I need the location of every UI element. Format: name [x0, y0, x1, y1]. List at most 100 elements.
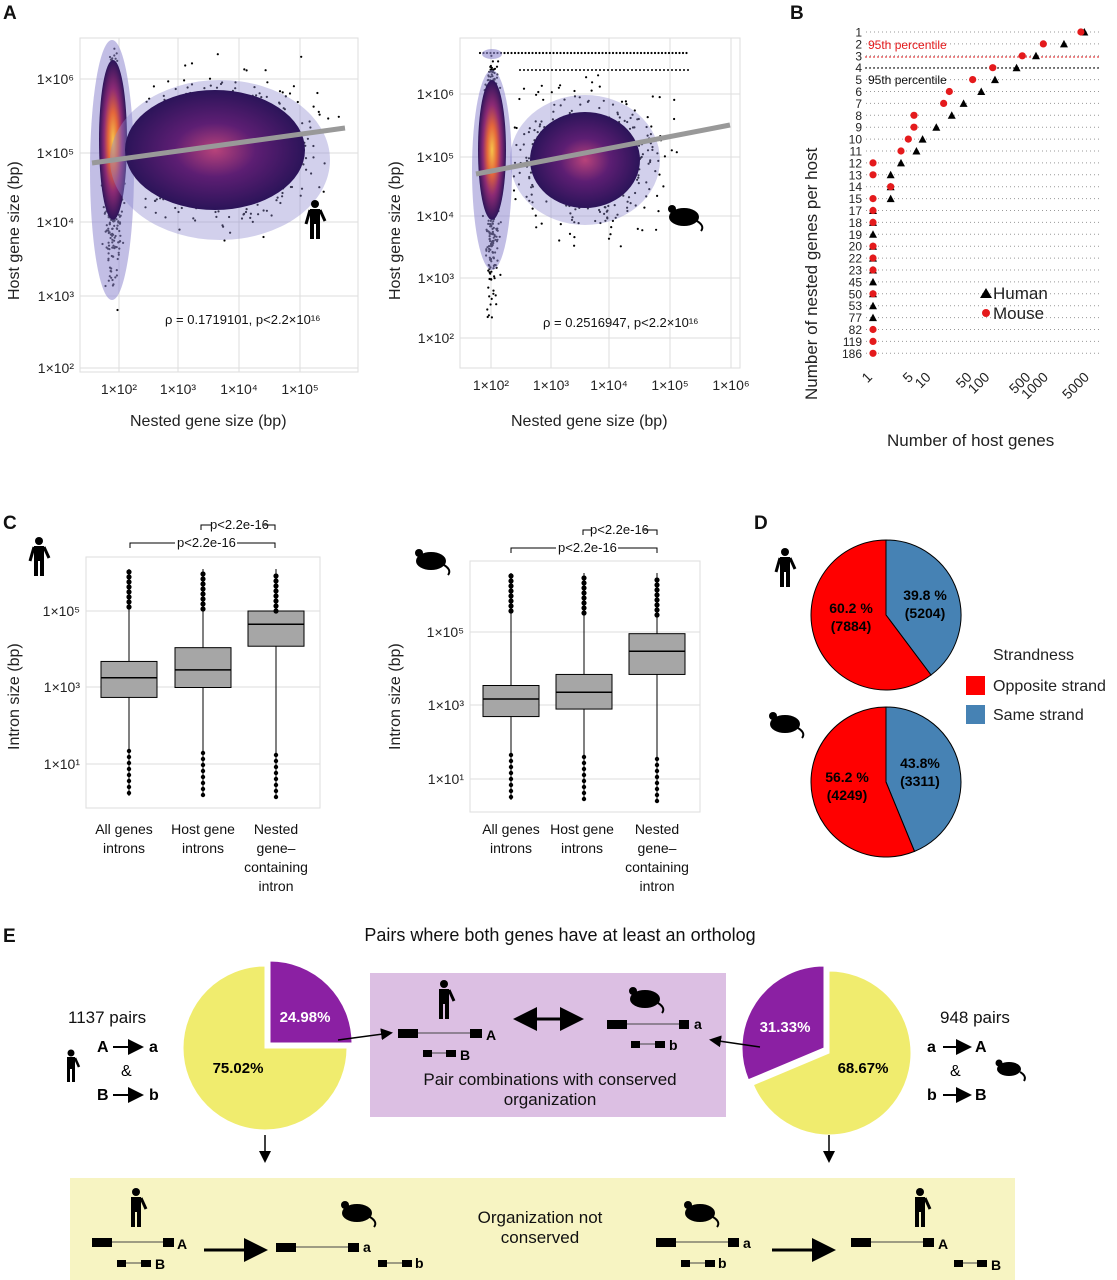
data-point — [152, 85, 155, 88]
mouse-icon — [684, 1201, 720, 1228]
mouse-icon — [995, 1059, 1026, 1082]
gene-label-a: a — [363, 1239, 371, 1255]
gene-label-A: A — [177, 1236, 187, 1252]
data-point — [215, 86, 219, 89]
data-point — [306, 137, 309, 140]
data-point — [242, 213, 245, 216]
gene-label-B: B — [991, 1257, 1001, 1273]
data-point — [266, 81, 269, 84]
panel-label-e: E — [3, 926, 16, 947]
data-point — [116, 308, 119, 312]
data-point — [216, 53, 219, 56]
data-point — [209, 84, 212, 87]
data-point — [308, 120, 311, 123]
data-point — [322, 190, 325, 193]
data-point — [180, 206, 183, 210]
data-point — [310, 172, 313, 175]
data-point — [279, 201, 282, 205]
data-point — [290, 185, 294, 189]
data-point — [174, 87, 177, 91]
data-point — [148, 97, 151, 100]
data-point — [281, 91, 284, 94]
data-point — [240, 217, 244, 220]
mouse-icon — [341, 1201, 377, 1228]
data-point — [221, 81, 224, 84]
gene-label-A: A — [486, 1027, 496, 1043]
data-point — [337, 115, 340, 118]
right-notconserved-pct: 68.67% — [838, 1060, 889, 1077]
data-point — [327, 117, 330, 120]
data-point — [304, 157, 308, 160]
data-point — [208, 77, 212, 80]
mouse-icon — [629, 987, 665, 1014]
data-point — [282, 107, 285, 110]
gene-label-a: a — [743, 1235, 751, 1251]
data-point — [265, 95, 268, 98]
gene-model-nc-3: a b — [656, 1235, 751, 1271]
data-point — [255, 94, 258, 97]
pie-right — [741, 965, 912, 1136]
data-point — [275, 199, 278, 202]
data-point — [190, 83, 194, 86]
pie-slice-conserved — [269, 960, 353, 1044]
data-point — [245, 69, 248, 72]
data-point — [262, 235, 265, 239]
data-point — [323, 162, 326, 165]
data-point — [164, 216, 167, 219]
data-point — [312, 105, 315, 108]
data-point — [234, 81, 237, 84]
data-point — [276, 196, 279, 199]
data-point — [155, 198, 158, 201]
gene-model-nc-2: a b — [276, 1239, 424, 1271]
data-point — [229, 231, 232, 234]
data-point — [221, 224, 224, 227]
human-icon — [439, 980, 456, 1019]
right-map-B: B — [975, 1087, 987, 1104]
data-point — [178, 228, 181, 231]
data-point — [186, 86, 189, 89]
data-point — [223, 239, 226, 242]
data-point — [177, 210, 180, 214]
data-point — [299, 194, 302, 197]
right-map-b: b — [927, 1087, 937, 1104]
pie-left — [182, 960, 353, 1131]
data-point — [190, 62, 194, 65]
data-point — [288, 92, 292, 95]
right-map-a: a — [927, 1039, 936, 1056]
right-map-amp: & — [950, 1063, 961, 1080]
data-point — [309, 126, 312, 129]
data-point — [228, 215, 231, 219]
data-point — [300, 187, 304, 190]
data-point — [281, 195, 284, 198]
left-map-amp: & — [121, 1063, 132, 1080]
data-point — [194, 219, 197, 222]
gene-label-B: B — [460, 1047, 470, 1063]
data-point — [144, 206, 147, 209]
human-icon — [67, 1049, 81, 1082]
gene-label-B: B — [155, 1256, 165, 1272]
left-notconserved-pct: 75.02% — [213, 1060, 264, 1077]
data-point — [258, 92, 261, 95]
data-point — [249, 216, 252, 219]
right-conserved-pct: 31.33% — [760, 1019, 811, 1036]
data-point — [249, 212, 252, 215]
data-point — [234, 87, 237, 90]
data-point — [318, 186, 321, 189]
left-map-B: B — [97, 1087, 109, 1104]
data-point — [167, 80, 170, 83]
data-point — [257, 213, 260, 216]
data-point — [144, 197, 147, 200]
data-point — [174, 206, 177, 210]
data-point — [260, 96, 263, 99]
data-point — [162, 94, 165, 97]
data-point — [278, 101, 281, 104]
data-point — [305, 168, 308, 171]
gene-label-a: a — [694, 1016, 702, 1032]
left-map-b: b — [149, 1087, 159, 1104]
data-point — [214, 210, 217, 214]
data-point — [292, 85, 295, 88]
left-conserved-pct: 24.98% — [280, 1009, 331, 1026]
panel-label-c: C — [3, 513, 17, 534]
data-point — [215, 215, 218, 218]
